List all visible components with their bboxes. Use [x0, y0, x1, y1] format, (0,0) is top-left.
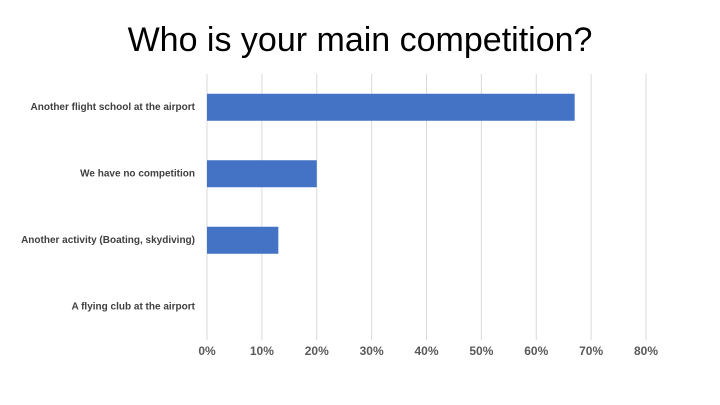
- x-tick-label: 80%: [634, 344, 658, 358]
- x-tick-label: 50%: [469, 344, 493, 358]
- bar: [207, 226, 279, 254]
- x-tick-label: 70%: [579, 344, 603, 358]
- chart-title: Who is your main competition?: [128, 21, 593, 59]
- y-tick-label: Another activity (Boating, skydiving): [21, 235, 195, 246]
- x-tick-label: 60%: [524, 344, 548, 358]
- bar: [207, 160, 317, 188]
- y-tick-label: Another flight school at the airport: [31, 102, 196, 113]
- y-tick-label: We have no competition: [80, 168, 195, 179]
- x-tick-label: 20%: [305, 344, 329, 358]
- bar: [207, 93, 575, 121]
- x-tick-label: 0%: [198, 344, 216, 358]
- x-tick-label: 40%: [414, 344, 438, 358]
- y-tick-label: A flying club at the airport: [71, 301, 195, 312]
- x-tick-label: 10%: [250, 344, 274, 358]
- x-tick-label: 30%: [360, 344, 384, 358]
